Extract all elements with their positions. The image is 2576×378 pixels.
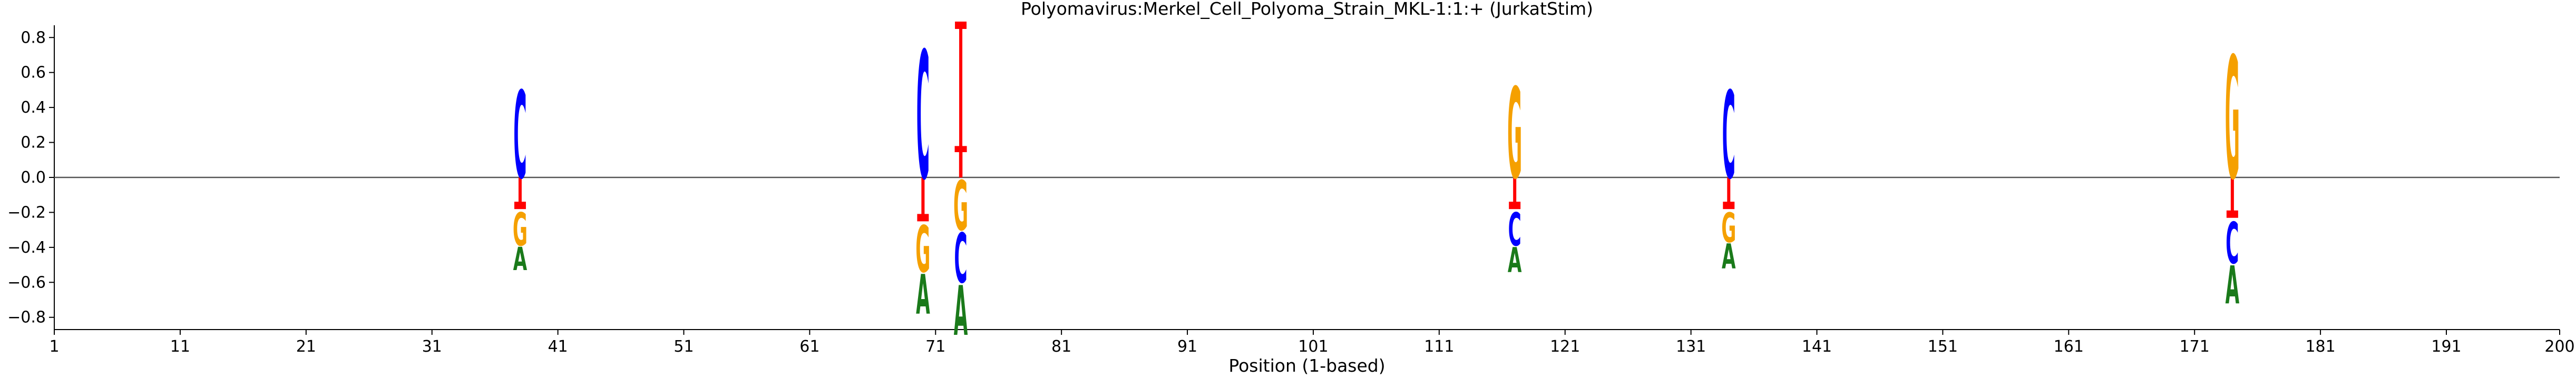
chart-title: Polyomavirus:Merkel_Cell_Polyoma_Strain_… (1021, 0, 1593, 19)
logo-letter-G: G (1507, 62, 1522, 207)
x-tick-label: 151 (1928, 337, 1958, 356)
logo-letter-C: C (513, 67, 526, 206)
y-tick-label: 0.8 (21, 28, 46, 47)
x-axis-label: Position (1-based) (1228, 355, 1385, 376)
logo-letter-G: G (953, 167, 968, 246)
x-tick-label: 71 (925, 337, 945, 356)
y-tick-label: −0.4 (7, 238, 46, 257)
x-tick-label: 171 (2180, 337, 2210, 356)
stem-marker (1723, 202, 1735, 210)
y-tick-label: 0.4 (21, 98, 46, 117)
y-tick-label: 0.0 (21, 168, 46, 187)
stem-marker (1509, 202, 1521, 210)
logo-letter-T: T (954, 137, 967, 187)
stem-marker (2226, 210, 2238, 218)
logo-letter-C: C (954, 220, 967, 299)
x-tick-label: 181 (2305, 337, 2335, 356)
x-tick-label: 131 (1676, 337, 1706, 356)
logo-letter-A: A (2226, 255, 2240, 316)
logo-letter-G: G (513, 203, 528, 256)
logo-letter-A: A (513, 240, 528, 277)
logo-letter-A: A (1722, 237, 1736, 277)
logo-letter-C: C (1508, 203, 1521, 256)
y-tick-label: −0.6 (7, 273, 46, 292)
x-tick-label: 141 (1802, 337, 1832, 356)
plot-area: −0.8−0.6−0.4−0.20.00.20.40.60.81 11 21 31 41… (7, 15, 2574, 356)
x-tick-label: 1 (49, 337, 59, 356)
logo-letter-G: G (1721, 205, 1736, 253)
y-tick-label: −0.2 (7, 203, 46, 222)
y-tick-label: −0.8 (7, 309, 46, 327)
logo-letter-A: A (954, 272, 968, 351)
x-tick-label: 41 (548, 337, 568, 356)
stem-marker (514, 202, 526, 210)
x-tick-label: 121 (1550, 337, 1580, 356)
x-tick-label: 191 (2431, 337, 2461, 356)
x-tick-label: 111 (1424, 337, 1454, 356)
y-tick-label: 0.6 (21, 64, 46, 82)
logo-letter-C: C (916, 15, 930, 219)
x-tick-label: 200 (2544, 337, 2574, 356)
x-tick-label: 21 (296, 337, 316, 356)
y-tick-label: 0.2 (21, 134, 46, 152)
x-tick-label: 81 (1051, 337, 1071, 356)
logo-letter-C: C (2226, 211, 2239, 276)
logo-letter-A: A (1508, 241, 1522, 281)
logo-letter-G: G (2225, 23, 2240, 217)
logo-letter-A: A (916, 264, 930, 327)
x-tick-label: 11 (170, 337, 190, 356)
x-tick-label: 91 (1177, 337, 1197, 356)
stem-marker (955, 22, 967, 29)
x-tick-label: 61 (799, 337, 819, 356)
x-tick-label: 51 (674, 337, 694, 356)
logo-letter-C: C (1722, 67, 1735, 206)
x-tick-label: 101 (1298, 337, 1328, 356)
logo-letter-G: G (915, 212, 930, 287)
x-tick-label: 31 (422, 337, 442, 356)
stem-marker (917, 214, 929, 222)
x-tick-label: 161 (2054, 337, 2084, 356)
